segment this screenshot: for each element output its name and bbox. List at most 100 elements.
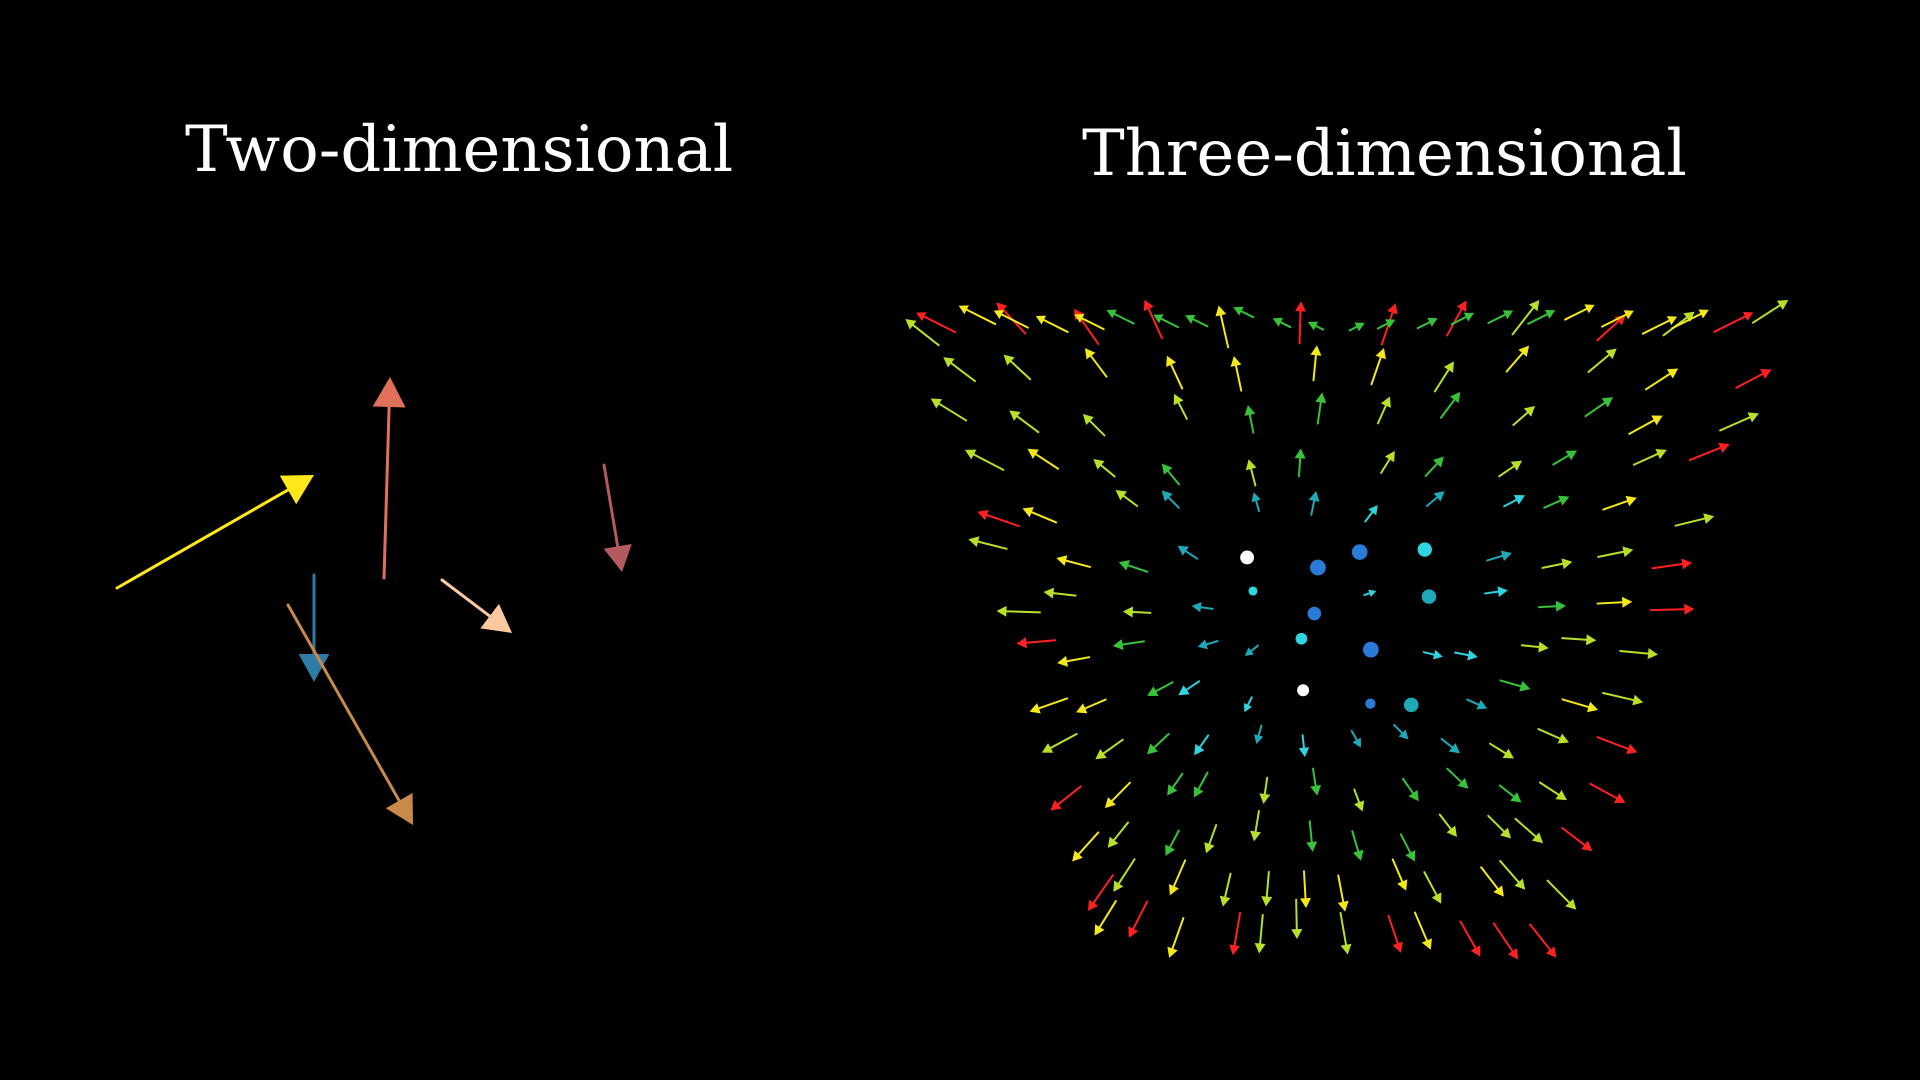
field-vector [1651, 558, 1693, 570]
field-vector [1413, 911, 1432, 950]
field-vector [1146, 732, 1170, 755]
field-vector [1751, 299, 1789, 324]
vector-arrow-2 [372, 377, 406, 580]
field-vector [1104, 781, 1131, 809]
field-vector [1204, 824, 1218, 854]
field-vector-top [1601, 310, 1634, 328]
field-vector [1503, 495, 1526, 508]
field-vector [1057, 655, 1091, 667]
field-vector-top [1233, 306, 1255, 319]
field-vector [1674, 513, 1715, 527]
field-vector [996, 302, 1027, 335]
field-vector [1161, 463, 1180, 486]
field-vector [1094, 900, 1117, 936]
field-vector [1520, 641, 1549, 653]
field-vector-dot [1421, 589, 1437, 604]
field-vector-top [916, 312, 957, 334]
two-dimensional-title: Two-dimensional [185, 113, 734, 187]
field-vector-dot [1417, 542, 1432, 557]
field-vector [1339, 911, 1352, 955]
vector-arrow-6 [602, 463, 632, 572]
field-vector [1009, 410, 1040, 434]
field-vector [1370, 348, 1386, 386]
field-vector [1489, 742, 1515, 759]
field-vector [1512, 406, 1536, 426]
field-vector [1587, 348, 1617, 373]
field-vector-top [1348, 322, 1365, 332]
field-vector [905, 319, 940, 347]
field-vector [1602, 495, 1637, 511]
field-vector [1353, 788, 1365, 812]
field-vector [1245, 459, 1257, 487]
field-vector [1072, 831, 1100, 862]
field-vector [1161, 490, 1180, 509]
field-vector-dot [1297, 684, 1310, 697]
field-vector-top [1487, 310, 1514, 325]
field-vector [1308, 491, 1320, 516]
field-vector-dot [1248, 586, 1258, 596]
field-vector [1644, 368, 1679, 391]
field-vector [1073, 308, 1100, 346]
field-vector [1459, 920, 1481, 957]
field-vector [1446, 767, 1469, 789]
field-vector [1561, 826, 1593, 852]
field-vector [977, 509, 1020, 528]
field-vector [1364, 505, 1378, 523]
three-dimensional-title: Three-dimensional [1082, 117, 1687, 191]
field-vector [1541, 558, 1573, 570]
field-vector [1440, 737, 1460, 754]
vector-arrow-1 [115, 475, 314, 590]
field-vector [1191, 602, 1214, 613]
field-vector [1244, 644, 1259, 657]
field-vector [1261, 870, 1273, 907]
field-vector [1310, 345, 1322, 382]
field-vector [1193, 771, 1209, 798]
field-vector [1165, 829, 1180, 856]
field-vector [1118, 560, 1149, 573]
field-vector [1041, 733, 1078, 753]
field-vector-top [1307, 321, 1325, 331]
field-vector [1499, 859, 1526, 890]
field-vector [1337, 874, 1349, 912]
field-vector [1422, 649, 1443, 660]
field-vector-dot [1363, 641, 1379, 658]
field-vector [1254, 724, 1264, 744]
field-vector [1433, 361, 1454, 393]
field-vector [1043, 587, 1077, 599]
field-vector [1254, 913, 1266, 954]
field-vector [1350, 729, 1361, 748]
field-vector [1095, 738, 1124, 760]
field-vector [1424, 456, 1444, 477]
field-vector [1439, 391, 1461, 419]
field-vector [1113, 858, 1136, 892]
field-vector [1194, 734, 1210, 756]
field-vector [1584, 397, 1614, 418]
field-vector [1537, 728, 1569, 744]
field-vector [1022, 507, 1058, 524]
field-vector [1391, 858, 1408, 891]
field-vector [1306, 820, 1318, 852]
field-vector [1735, 369, 1772, 389]
field-vector [1425, 491, 1445, 507]
field-vector [1505, 345, 1530, 373]
vector-arrow-5 [440, 578, 512, 633]
field-vector [964, 449, 1005, 471]
field-vector [1529, 923, 1557, 958]
field-vector-top [993, 310, 1029, 329]
field-vector [1552, 450, 1578, 466]
field-vector [1538, 781, 1567, 801]
field-vector-dot [1365, 698, 1376, 709]
field-vector [1056, 555, 1091, 568]
field-vector [1244, 404, 1256, 434]
field-vector-top [1376, 319, 1396, 330]
field-vector [1087, 874, 1114, 912]
field-vector-top [1527, 309, 1556, 325]
field-vector [1143, 299, 1164, 340]
field-vector-dot [1307, 606, 1322, 621]
field-vector [1093, 458, 1116, 478]
field-vector [1662, 311, 1695, 337]
field-vector [1298, 734, 1310, 758]
field-vector [1619, 648, 1659, 660]
